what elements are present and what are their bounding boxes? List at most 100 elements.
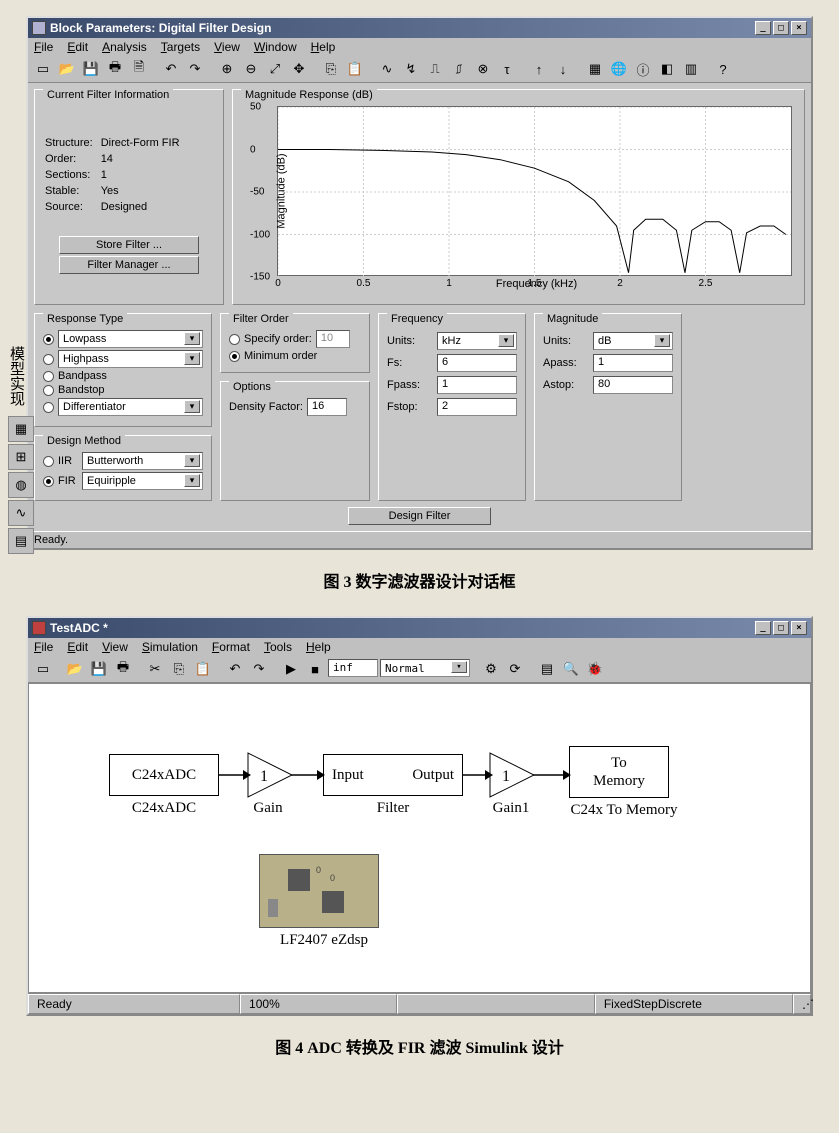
play-icon[interactable]: ▶ — [280, 659, 302, 679]
lowpass-radio[interactable] — [43, 334, 54, 345]
minimize-button[interactable]: _ — [755, 621, 771, 635]
new-icon[interactable]: ▭ — [32, 659, 54, 679]
grpdelay-icon[interactable]: τ — [496, 59, 518, 79]
fpass-field[interactable]: 1 — [437, 376, 517, 394]
explorer-icon[interactable]: 🔍 — [560, 659, 582, 679]
cut-icon[interactable]: ✂ — [144, 659, 166, 679]
stop-icon[interactable]: ■ — [304, 659, 326, 679]
design-filter-button[interactable]: Design Filter — [348, 507, 492, 525]
paste-icon[interactable]: 📋 — [344, 59, 366, 79]
menu-file[interactable]: File — [34, 640, 53, 654]
highpass-radio[interactable] — [43, 354, 54, 365]
side-icon-5[interactable]: ▤ — [8, 528, 34, 554]
redo-icon[interactable]: ↷ — [184, 59, 206, 79]
side-icon-2[interactable]: ⊞ — [8, 444, 34, 470]
menu-view[interactable]: View — [214, 40, 240, 54]
freq-units-combo[interactable]: kHz — [437, 332, 517, 350]
menu-simulation[interactable]: Simulation — [142, 640, 198, 654]
close-button[interactable]: × — [791, 621, 807, 635]
maximize-button[interactable]: □ — [773, 21, 789, 35]
stoptime-field[interactable]: inf — [328, 659, 378, 677]
minimum-order-label: Minimum order — [244, 350, 317, 362]
menu-analysis[interactable]: Analysis — [102, 40, 147, 54]
apass-field[interactable]: 1 — [593, 354, 673, 372]
copy-icon[interactable]: ⎘ — [168, 659, 190, 679]
fir-combo[interactable]: Equiripple — [82, 472, 203, 490]
menu-view[interactable]: View — [102, 640, 128, 654]
iir-combo[interactable]: Butterworth — [82, 452, 203, 470]
open-icon[interactable]: 📂 — [56, 59, 78, 79]
impulse-icon[interactable]: ⎍ — [424, 59, 446, 79]
menu-edit[interactable]: Edit — [67, 640, 88, 654]
lib-icon[interactable]: ▤ — [536, 659, 558, 679]
fstop-field[interactable]: 2 — [437, 398, 517, 416]
menu-format[interactable]: Format — [212, 640, 250, 654]
undo-icon[interactable]: ↶ — [224, 659, 246, 679]
lowpass-combo[interactable]: Lowpass — [58, 330, 203, 348]
side-icon-1[interactable]: ▦ — [8, 416, 34, 442]
paste-icon[interactable]: 📋 — [192, 659, 214, 679]
menubar: File Edit Analysis Targets View Window Help — [28, 38, 811, 56]
save-icon[interactable]: 💾 — [80, 59, 102, 79]
bandstop-radio[interactable] — [43, 385, 54, 396]
iir-radio[interactable] — [43, 456, 54, 467]
mag-resp-icon[interactable]: ∿ — [376, 59, 398, 79]
mode-combo[interactable]: Normal — [380, 659, 470, 677]
up-icon[interactable]: ↑ — [528, 59, 550, 79]
build-icon[interactable]: ⚙ — [480, 659, 502, 679]
fs-field[interactable]: 6 — [437, 354, 517, 372]
menu-help[interactable]: Help — [306, 640, 331, 654]
filter-manager-button[interactable]: Filter Manager ... — [59, 256, 199, 274]
side-icon-3[interactable]: ◍ — [8, 472, 34, 498]
world-icon[interactable]: 🌐 — [608, 59, 630, 79]
step-icon[interactable]: ⎎ — [448, 59, 470, 79]
redo-icon[interactable]: ↷ — [248, 659, 270, 679]
print-preview-icon[interactable]: 🗎 — [128, 59, 150, 79]
fir-radio[interactable] — [43, 476, 54, 487]
differentiator-radio[interactable] — [43, 402, 54, 413]
zoom-out-icon[interactable]: ⊖ — [240, 59, 262, 79]
open-icon[interactable]: 📂 — [64, 659, 86, 679]
bandpass-radio[interactable] — [43, 371, 54, 382]
update-icon[interactable]: ⟳ — [504, 659, 526, 679]
minimize-button[interactable]: _ — [755, 21, 771, 35]
differentiator-combo[interactable]: Differentiator — [58, 398, 203, 416]
astop-field[interactable]: 80 — [593, 376, 673, 394]
phase-resp-icon[interactable]: ↯ — [400, 59, 422, 79]
layout-icon[interactable]: ▥ — [680, 59, 702, 79]
side-icon-4[interactable]: ∿ — [8, 500, 34, 526]
zoom-in-icon[interactable]: ⊕ — [216, 59, 238, 79]
maximize-button[interactable]: □ — [773, 621, 789, 635]
save-icon[interactable]: 💾 — [88, 659, 110, 679]
debug-icon[interactable]: 🐞 — [584, 659, 606, 679]
pz-icon[interactable]: ⊗ — [472, 59, 494, 79]
highpass-combo[interactable]: Highpass — [58, 350, 203, 368]
menu-file[interactable]: File — [34, 40, 53, 54]
print-icon[interactable]: 🖶 — [104, 59, 126, 79]
undo-icon[interactable]: ↶ — [160, 59, 182, 79]
close-button[interactable]: × — [791, 21, 807, 35]
minimum-order-radio[interactable] — [229, 351, 240, 362]
density-field[interactable]: 16 — [307, 398, 347, 416]
info-icon[interactable]: ⓘ — [632, 59, 654, 79]
down-icon[interactable]: ↓ — [552, 59, 574, 79]
specify-order-radio[interactable] — [229, 334, 240, 345]
help-icon[interactable]: ? — [712, 59, 734, 79]
menu-targets[interactable]: Targets — [161, 40, 200, 54]
menu-window[interactable]: Window — [254, 40, 297, 54]
board-block[interactable]: 0 0 — [259, 854, 379, 928]
toggle-icon[interactable]: ◧ — [656, 59, 678, 79]
menu-tools[interactable]: Tools — [264, 640, 292, 654]
print-icon[interactable]: 🖶 — [112, 659, 134, 679]
menu-help[interactable]: Help — [311, 40, 336, 54]
new-icon[interactable]: ▭ — [32, 59, 54, 79]
zoom-fit-icon[interactable]: ⤢ — [264, 59, 286, 79]
store-filter-button[interactable]: Store Filter ... — [59, 236, 199, 254]
mag-units-combo[interactable]: dB — [593, 332, 673, 350]
menu-edit[interactable]: Edit — [67, 40, 88, 54]
copy-icon[interactable]: ⎘ — [320, 59, 342, 79]
specify-order-field[interactable]: 10 — [316, 330, 350, 348]
fvtool-icon[interactable]: ▦ — [584, 59, 606, 79]
simulink-canvas[interactable]: C24xADC C24xADC 1 Gain Input Output Filt… — [28, 683, 811, 993]
zoom-xy-icon[interactable]: ✥ — [288, 59, 310, 79]
